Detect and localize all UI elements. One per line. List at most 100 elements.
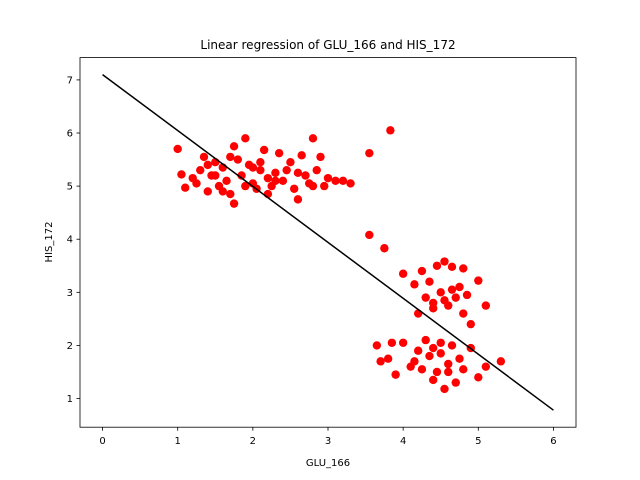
point (413, 346, 423, 355)
x-tick-label: 1 (175, 436, 181, 447)
point (481, 301, 491, 310)
y-tick-label: 6 (67, 129, 73, 140)
point (320, 181, 329, 191)
point (417, 365, 427, 374)
point (338, 176, 348, 185)
point (256, 158, 265, 167)
point (421, 293, 430, 302)
x-tick-label: 2 (250, 436, 256, 447)
point (233, 155, 243, 164)
point (459, 264, 468, 273)
point (293, 195, 303, 204)
point (248, 163, 258, 172)
point (432, 261, 442, 270)
point (421, 335, 430, 345)
point (181, 183, 190, 192)
x-tick-label: 6 (550, 436, 556, 447)
point (229, 199, 239, 208)
point (259, 145, 269, 155)
point (192, 179, 201, 188)
point (312, 165, 321, 175)
point (331, 176, 340, 185)
point (308, 181, 318, 191)
point (459, 365, 468, 374)
point (398, 269, 408, 278)
point (293, 168, 303, 178)
point (436, 338, 445, 347)
point (173, 144, 182, 154)
point (481, 362, 491, 371)
point (241, 134, 250, 143)
point (289, 184, 299, 193)
y-tick-label: 7 (67, 75, 73, 86)
point (196, 165, 205, 175)
point (365, 148, 374, 158)
point (451, 293, 460, 302)
point (271, 168, 280, 178)
point (429, 375, 438, 385)
x-tick-label: 5 (475, 436, 481, 447)
point (436, 349, 445, 358)
point (386, 126, 395, 135)
point (410, 357, 419, 366)
point (455, 282, 464, 292)
point (274, 148, 284, 158)
point (474, 373, 483, 382)
point (462, 290, 472, 300)
y-tick-label: 5 (67, 182, 73, 193)
x-tick-label: 3 (325, 436, 331, 447)
point (365, 230, 374, 240)
point (237, 171, 246, 180)
point (308, 134, 318, 143)
x-tick-label: 0 (99, 436, 105, 447)
point (496, 357, 506, 366)
point (447, 262, 457, 272)
point (203, 160, 212, 170)
point (203, 187, 212, 196)
point (286, 158, 295, 167)
point (323, 173, 333, 183)
point (199, 152, 209, 162)
point (474, 276, 483, 285)
point (413, 309, 423, 318)
y-tick-label: 3 (67, 288, 73, 299)
regression-line (102, 73, 554, 411)
point (177, 170, 186, 179)
point (222, 176, 231, 185)
point (436, 288, 445, 297)
point (410, 280, 419, 289)
point (226, 152, 235, 162)
point (391, 370, 400, 379)
point (372, 341, 382, 350)
point (376, 357, 385, 366)
point (301, 171, 310, 180)
point (440, 257, 449, 266)
point (229, 142, 239, 151)
point (425, 277, 434, 286)
y-tick-label: 4 (67, 235, 73, 246)
point (256, 165, 265, 175)
point (444, 367, 453, 377)
chart-title: Linear regression of GLU_166 and HIS_172 (200, 38, 455, 52)
point (297, 151, 306, 160)
point (271, 176, 280, 185)
y-tick-label: 2 (67, 341, 73, 352)
point (387, 338, 397, 347)
point (316, 152, 325, 162)
point (466, 319, 475, 329)
point (417, 266, 427, 276)
point (451, 378, 460, 387)
y-tick-label: 1 (67, 394, 73, 405)
point (447, 341, 457, 350)
x-tick-label: 4 (400, 436, 406, 447)
y-axis-label: HIS_172 (44, 222, 55, 263)
point (346, 179, 355, 188)
point (398, 338, 408, 347)
point (459, 309, 468, 318)
point (380, 244, 389, 253)
point (211, 171, 220, 180)
point (383, 354, 393, 363)
point (425, 351, 434, 361)
point (429, 343, 438, 353)
